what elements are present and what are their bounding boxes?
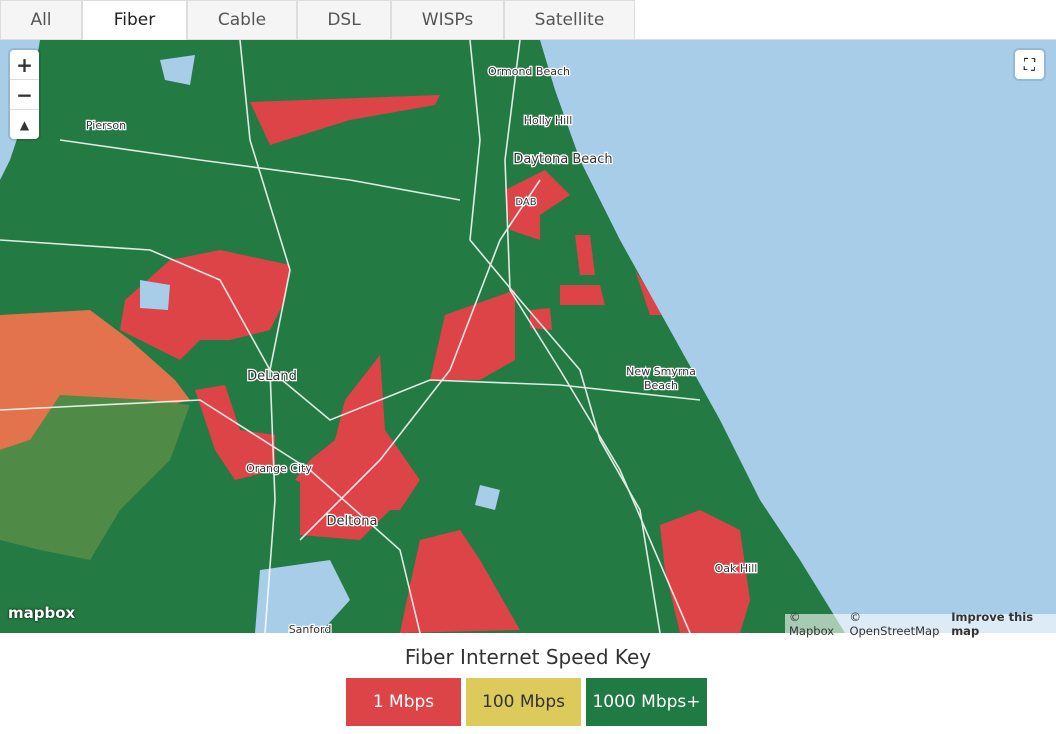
zoom-in[interactable]: + [10, 50, 39, 80]
map: Ormond Beach Holly Hill Daytona Beach DAB Pi… [0, 40, 1056, 633]
tab[interactable]: Fiber [82, 0, 187, 40]
key-item: 1 Mbps [346, 678, 461, 726]
tab[interactable]: DSL [297, 0, 391, 40]
attribution-link[interactable]: © OpenStreetMap [849, 609, 940, 638]
tab-bar: All Fiber Cable DSL WISPs Satellite [0, 0, 1056, 40]
fullscreen[interactable]: ⛶ [1015, 50, 1044, 79]
compass[interactable]: ▲ [19, 117, 30, 132]
place-label: Sanford [289, 623, 332, 633]
tab[interactable]: WISPs [391, 0, 504, 40]
tab[interactable]: Cable [187, 0, 297, 40]
tab[interactable]: Satellite [504, 0, 635, 40]
key-title: Fiber Internet Speed Key [404, 645, 652, 669]
place-label: Deltona [327, 514, 378, 529]
place-label: Daytona Beach [513, 152, 612, 167]
tab[interactable]: All [0, 0, 82, 40]
mapbox-logo: mapbox [8, 604, 76, 622]
key-item: 100 Mbps [466, 678, 581, 726]
place-label: Orange City [246, 462, 312, 475]
place-label: Pierson [86, 119, 126, 132]
place-label: Ormond Beach [488, 65, 570, 78]
key-item: 1000 Mbps+ [586, 678, 707, 726]
place-label: DeLand [247, 369, 297, 384]
place-label: New Smyrna [626, 365, 696, 378]
attribution-link[interactable]: © Mapbox [789, 609, 835, 638]
place-label: Beach [644, 379, 678, 392]
zoom-controls: + − ▲ [10, 50, 39, 139]
zoom-out[interactable]: − [10, 80, 39, 110]
place-label: Oak Hill [715, 562, 758, 575]
attribution: © Mapbox © OpenStreetMap Improve this map [785, 610, 1056, 638]
place-label: DAB [515, 197, 536, 208]
place-label: Holly Hill [524, 114, 573, 127]
attribution-link[interactable]: Improve this map [951, 609, 1034, 638]
